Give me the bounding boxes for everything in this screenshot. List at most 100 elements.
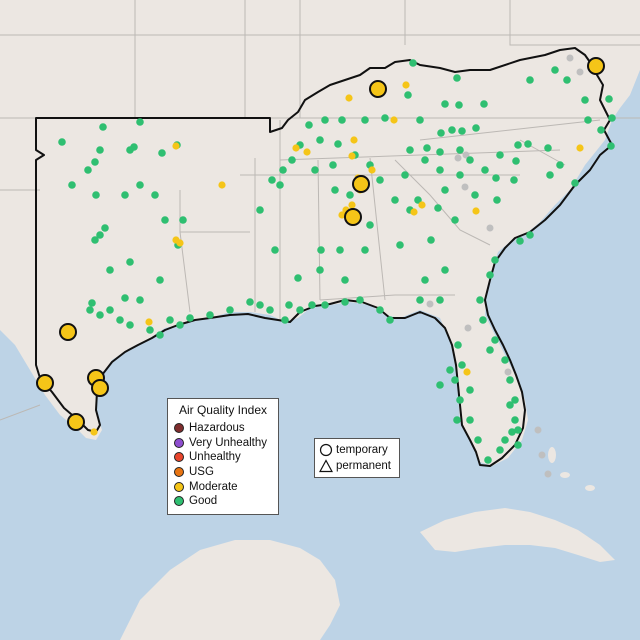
- monitor-inactive: [426, 300, 434, 308]
- monitor-good: [106, 266, 114, 274]
- monitor-good: [544, 144, 552, 152]
- monitor-good: [437, 129, 445, 137]
- monitor-good: [451, 376, 459, 384]
- monitor-good: [376, 306, 384, 314]
- monitor-good: [294, 274, 302, 282]
- legend-item-good: Good: [168, 494, 278, 509]
- legend-label: Good: [189, 495, 218, 508]
- monitor-moderate-temporary: [587, 57, 605, 75]
- monitor-good: [86, 306, 94, 314]
- legend-item-usg: USG: [168, 465, 278, 480]
- bahamas: [548, 447, 595, 491]
- cuba: [420, 508, 615, 562]
- monitor-good: [101, 224, 109, 232]
- legend-title: Air Quality Index: [178, 403, 268, 417]
- monitor-good: [381, 114, 389, 122]
- monitor-good: [92, 191, 100, 199]
- monitor-good: [496, 446, 504, 454]
- monitor-good: [96, 146, 104, 154]
- monitor-good: [391, 196, 399, 204]
- monitor-good: [434, 204, 442, 212]
- monitor-good: [316, 266, 324, 274]
- monitor-good: [146, 326, 154, 334]
- monitor-good: [436, 381, 444, 389]
- monitor-good: [136, 181, 144, 189]
- monitor-good: [121, 191, 129, 199]
- monitor-good: [136, 118, 144, 126]
- monitor-inactive: [504, 368, 512, 376]
- monitor-good: [331, 186, 339, 194]
- monitor-good: [317, 246, 325, 254]
- legend-item-very-unhealthy: Very Unhealthy: [168, 436, 278, 451]
- monitor-good: [91, 236, 99, 244]
- monitor-good: [563, 76, 571, 84]
- monitor-good: [406, 146, 414, 154]
- region-outline: [35, 47, 613, 467]
- temporary-label: temporary: [336, 444, 388, 456]
- monitor-good: [206, 311, 214, 319]
- monitor-good: [256, 301, 264, 309]
- monitor-good: [311, 166, 319, 174]
- legend-label: Unhealthy: [189, 451, 241, 464]
- monitor-good: [316, 136, 324, 144]
- monitor-moderate: [348, 152, 356, 160]
- monitor-good: [386, 316, 394, 324]
- monitor-good: [321, 116, 329, 124]
- monitor-good: [361, 116, 369, 124]
- monitor-moderate-temporary: [344, 208, 362, 226]
- permanent-label: permanent: [336, 460, 391, 472]
- monitor-inactive: [461, 183, 469, 191]
- monitor-good: [453, 74, 461, 82]
- monitor-inactive: [462, 151, 470, 159]
- monitor-good: [336, 246, 344, 254]
- monitor-good: [158, 149, 166, 157]
- monitor-good: [281, 316, 289, 324]
- monitor-good: [346, 191, 354, 199]
- monitor-good: [441, 266, 449, 274]
- monitor-inactive: [566, 54, 574, 62]
- monitor-good: [474, 436, 482, 444]
- monitor-good: [605, 95, 613, 103]
- monitor-inactive: [454, 154, 462, 162]
- monitor-good: [416, 116, 424, 124]
- monitor-good: [436, 148, 444, 156]
- triangle-icon: [319, 459, 333, 473]
- monitor-good: [341, 298, 349, 306]
- monitor-good: [506, 376, 514, 384]
- monitor-good: [176, 321, 184, 329]
- monitor-good: [510, 176, 518, 184]
- monitor-good: [68, 181, 76, 189]
- monitor-good: [296, 306, 304, 314]
- monitor-good: [481, 166, 489, 174]
- monitor-good: [423, 144, 431, 152]
- monitor-good: [466, 416, 474, 424]
- monitor-good: [516, 237, 524, 245]
- monitor-good: [455, 101, 463, 109]
- monitor-moderate: [348, 201, 356, 209]
- legend-item-hazardous: Hazardous: [168, 421, 278, 436]
- monitor-good: [453, 416, 461, 424]
- monitor-good: [511, 416, 519, 424]
- monitor-good: [226, 306, 234, 314]
- monitor-good: [491, 256, 499, 264]
- shape-legend: temporary permanent: [314, 438, 400, 478]
- monitor-good: [421, 156, 429, 164]
- monitor-good: [571, 179, 579, 187]
- monitor-good: [256, 206, 264, 214]
- monitor-good: [480, 100, 488, 108]
- monitor-good: [404, 91, 412, 99]
- monitor-moderate: [292, 144, 300, 152]
- monitor-moderate: [350, 136, 358, 144]
- monitor-good: [479, 316, 487, 324]
- monitor-good: [288, 156, 296, 164]
- monitor-moderate: [472, 207, 480, 215]
- land-mainland: [0, 0, 640, 466]
- monitor-good: [524, 140, 532, 148]
- monitor-moderate: [576, 144, 584, 152]
- monitor-good: [436, 296, 444, 304]
- legend-item-unhealthy: Unhealthy: [168, 450, 278, 465]
- monitor-good: [584, 116, 592, 124]
- monitor-good: [356, 296, 364, 304]
- monitor-good: [126, 321, 134, 329]
